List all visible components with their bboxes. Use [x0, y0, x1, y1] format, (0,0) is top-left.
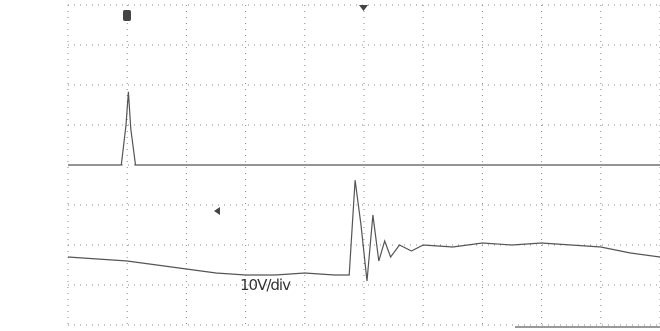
center-marker: [359, 5, 368, 11]
scale-label: 10V/div: [240, 276, 291, 294]
trigger-marker: [123, 10, 131, 21]
trace: [67, 180, 660, 282]
level-marker: [214, 207, 220, 215]
trace: [68, 91, 660, 166]
